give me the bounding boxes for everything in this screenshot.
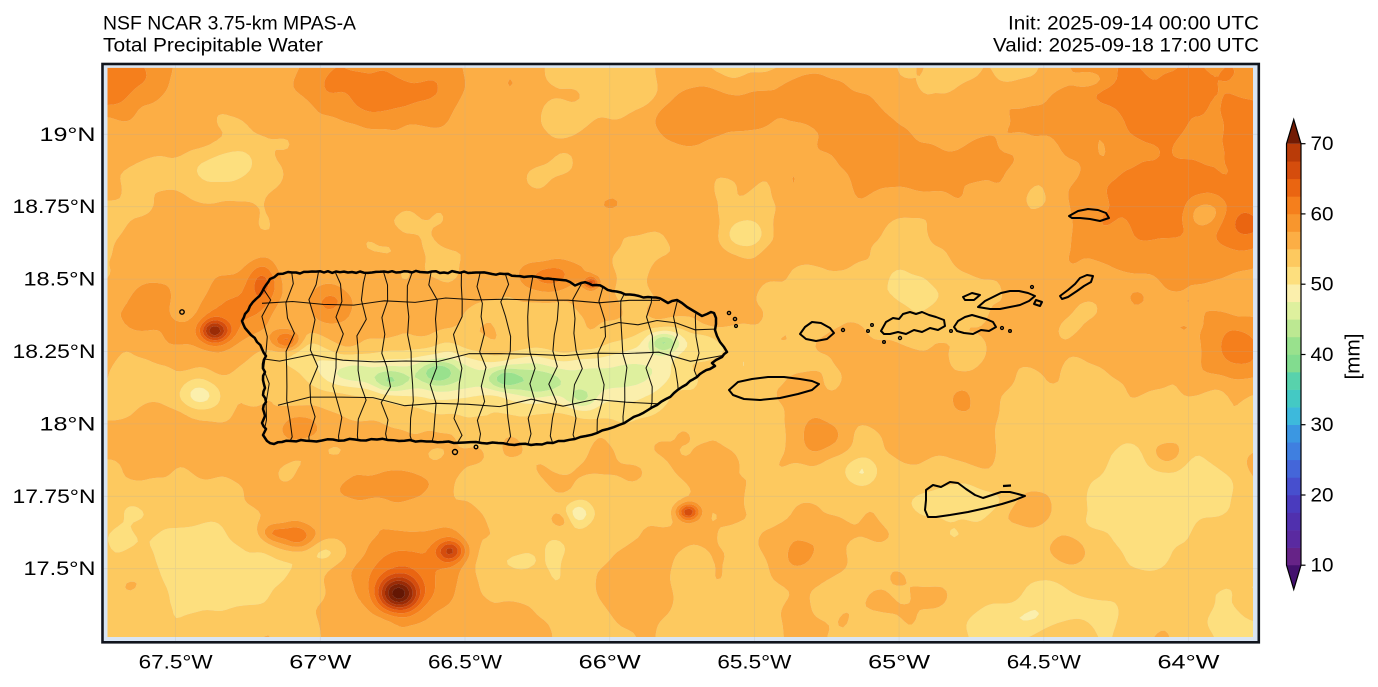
svg-text:40: 40 — [1311, 345, 1334, 366]
svg-text:18°N: 18°N — [40, 414, 96, 435]
svg-text:18.25°N: 18.25°N — [13, 342, 96, 363]
svg-text:19°N: 19°N — [40, 125, 96, 146]
svg-text:18.75°N: 18.75°N — [13, 197, 96, 218]
svg-text:64.5°W: 64.5°W — [1007, 653, 1081, 674]
svg-text:Total Precipitable Water: Total Precipitable Water — [103, 36, 324, 57]
svg-text:Valid: 2025-09-18 17:00 UTC: Valid: 2025-09-18 17:00 UTC — [993, 36, 1259, 57]
svg-text:65.5°W: 65.5°W — [717, 653, 791, 674]
svg-text:18.5°N: 18.5°N — [24, 270, 96, 291]
svg-text:Init: 2025-09-14 00:00 UTC: Init: 2025-09-14 00:00 UTC — [1008, 14, 1259, 35]
svg-text:70: 70 — [1311, 134, 1334, 155]
svg-text:[mm]: [mm] — [1342, 334, 1365, 380]
svg-text:65°W: 65°W — [868, 653, 930, 674]
svg-text:60: 60 — [1311, 204, 1334, 225]
svg-text:66.5°W: 66.5°W — [428, 653, 502, 674]
svg-text:66°W: 66°W — [579, 653, 641, 674]
svg-text:67.5°W: 67.5°W — [139, 653, 213, 674]
svg-text:50: 50 — [1311, 275, 1334, 296]
svg-text:20: 20 — [1311, 486, 1334, 507]
svg-text:30: 30 — [1311, 415, 1334, 436]
svg-text:64°W: 64°W — [1158, 653, 1220, 674]
svg-text:10: 10 — [1311, 556, 1334, 577]
svg-text:17.75°N: 17.75°N — [13, 487, 96, 508]
svg-text:NSF NCAR 3.75-km MPAS-A: NSF NCAR 3.75-km MPAS-A — [103, 14, 356, 35]
svg-text:67°W: 67°W — [289, 653, 351, 674]
svg-text:17.5°N: 17.5°N — [24, 559, 96, 580]
